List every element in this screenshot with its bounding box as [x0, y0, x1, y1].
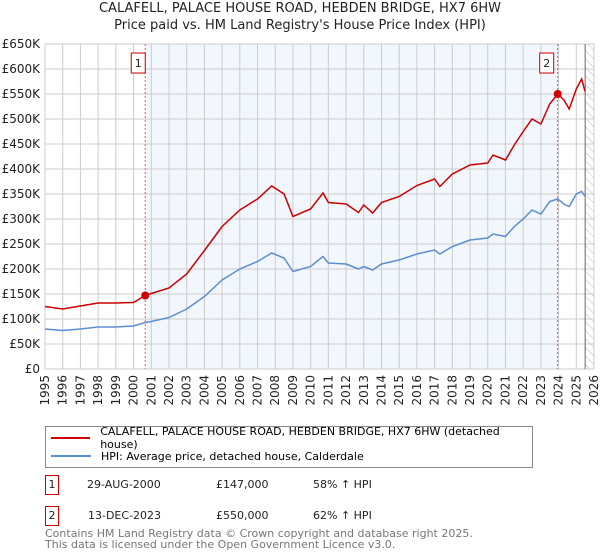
y-tick-label: £550K [2, 87, 42, 101]
y-tick-label: £200K [2, 262, 42, 276]
x-tick-label: 2023 [534, 375, 548, 406]
sale-label: 1 [135, 57, 142, 70]
y-tick-label: £300K [2, 212, 42, 226]
x-tick-label: 2003 [180, 375, 194, 406]
sale-point [141, 291, 150, 300]
legend-swatch-red [51, 437, 91, 439]
legend-item-hpi: HPI: Average price, detached house, Cald… [51, 448, 364, 464]
sale-date: 29-AUG-2000 [87, 478, 161, 491]
x-tick-label: 2007 [251, 375, 265, 406]
sale-hpi: 62% ↑ HPI [313, 509, 372, 522]
x-tick-label: 2026 [587, 375, 600, 406]
x-tick-label: 2015 [392, 375, 406, 406]
x-tick-label: 2004 [197, 375, 211, 406]
footer: Contains HM Land Registry data © Crown c… [45, 528, 473, 550]
sale-date: 13-DEC-2023 [88, 509, 162, 522]
y-tick-label: £500K [2, 112, 42, 126]
footer-licence: This data is licensed under the Open Gov… [45, 538, 396, 551]
y-tick-label: £400K [2, 162, 42, 176]
y-tick-label: £150K [2, 287, 42, 301]
x-tick-label: 1997 [73, 375, 87, 406]
x-tick-label: 2000 [127, 375, 141, 406]
sale-label-box [539, 52, 555, 74]
x-tick-label: 1995 [38, 375, 52, 406]
sale-hpi: 58% ↑ HPI [313, 478, 372, 491]
x-tick-label: 2006 [233, 375, 247, 406]
sale-label-box [130, 52, 146, 74]
chart-subtitle: Price paid vs. HM Land Registry's House … [114, 18, 486, 33]
future-hatch [585, 44, 594, 369]
sale-label: 2 [543, 57, 550, 70]
y-tick-label: £100K [2, 312, 42, 326]
legend: CALAFELL, PALACE HOUSE ROAD, HEBDEN BRID… [45, 425, 533, 468]
x-tick-label: 2025 [569, 375, 583, 406]
series-line-property [44, 76, 586, 310]
sale-row: 1 29-AUG-2000 £147,000 58% ↑ HPI [45, 475, 565, 495]
y-tick-label: £450K [2, 137, 42, 151]
x-tick-label: 2012 [339, 375, 353, 406]
x-tick-label: 2008 [268, 375, 282, 406]
x-tick-label: 2020 [481, 375, 495, 406]
x-tick-label: 2017 [428, 375, 442, 406]
y-tick-label: £250K [2, 237, 42, 251]
x-tick-label: 2024 [552, 375, 566, 406]
sale-badge: 1 [45, 475, 59, 495]
y-tick-label: £650K [2, 37, 42, 51]
x-tick-label: 2005 [215, 375, 229, 406]
legend-swatch-blue [51, 455, 91, 457]
y-tick-label: £350K [2, 187, 42, 201]
x-tick-label: 2016 [410, 375, 424, 406]
x-tick-label: 1996 [56, 375, 70, 406]
legend-label-hpi: HPI: Average price, detached house, Cald… [101, 449, 364, 463]
y-tick-label: £0 [25, 362, 40, 376]
sale-row: 2 13-DEC-2023 £550,000 62% ↑ HPI [45, 506, 565, 526]
sale-point [553, 90, 562, 98]
x-tick-label: 2009 [286, 375, 300, 406]
x-tick-label: 2018 [445, 375, 459, 406]
x-tick-label: 2014 [374, 375, 388, 406]
price-chart: £0 £50K £100K £150K £200K £250K £300K £350K £400… [2, 37, 600, 406]
sale-price: £147,000 [216, 478, 269, 491]
chart-title: CALAFELL, PALACE HOUSE ROAD, HEBDEN BRID… [98, 1, 502, 16]
sale-badge: 2 [45, 506, 59, 526]
footer-copyright: Contains HM Land Registry data © Crown c… [45, 527, 473, 540]
x-tick-label: 2010 [304, 375, 318, 406]
y-tick-label: £50K [9, 337, 41, 351]
x-tick-label: 2011 [321, 375, 335, 406]
shaded-period [145, 44, 559, 369]
x-tick-label: 1998 [91, 375, 105, 406]
legend-item-property: CALAFELL, PALACE HOUSE ROAD, HEBDEN BRID… [51, 425, 532, 451]
x-tick-label: 2019 [463, 375, 477, 406]
series-line-hpi [44, 190, 586, 332]
x-tick-label: 2021 [498, 375, 512, 406]
x-tick-label: 2013 [357, 375, 371, 406]
x-tick-label: 1999 [109, 375, 123, 406]
x-tick-label: 2001 [144, 375, 158, 406]
x-tick-label: 2022 [516, 375, 530, 406]
x-tick-label: 2002 [162, 375, 176, 406]
legend-label-property: CALAFELL, PALACE HOUSE ROAD, HEBDEN BRID… [100, 425, 500, 451]
sale-price: £550,000 [216, 509, 269, 522]
y-tick-label: £600K [2, 62, 42, 76]
